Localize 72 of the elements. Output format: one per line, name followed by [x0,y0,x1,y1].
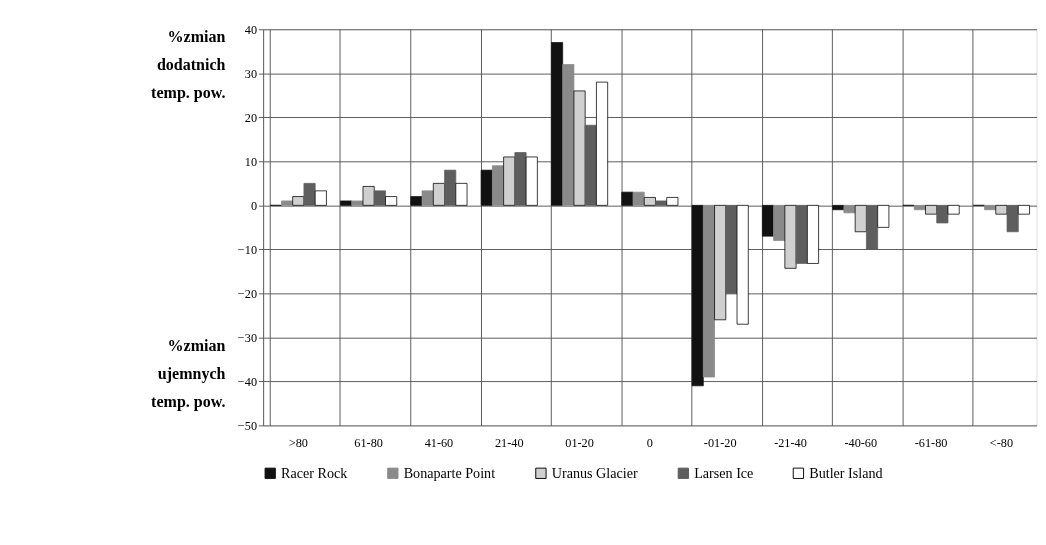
bar [854,204,867,233]
x-tick-label: 0 [646,435,653,450]
bar [340,200,353,206]
bar [795,204,808,264]
bar [525,156,538,206]
bar [773,204,786,241]
bar [995,204,1008,215]
bar [714,204,727,321]
bar [736,204,749,325]
bar [832,204,845,211]
x-tick-label: -21-40 [774,435,807,450]
x-tick-label: -01-20 [703,435,737,450]
bar [784,204,797,269]
bar [913,204,926,211]
bar [281,200,294,206]
x-tick-label: -61-80 [914,435,948,450]
x-tick-label: 41-60 [424,435,454,450]
bar [643,197,656,206]
bar [947,204,960,215]
x-tick-label: 01-20 [565,435,594,450]
bar [314,190,327,206]
bar [573,90,586,206]
legend-label: Uranus Glacier [551,465,638,482]
y-tick-label: 40 [244,22,258,37]
bar [491,165,504,206]
y-tick-label: −30 [237,330,258,345]
y-tick-label: 20 [244,110,258,125]
legend-label: Butler Island [809,465,883,482]
bar [761,204,774,237]
bar [292,196,305,206]
y-tick-label: −50 [237,418,258,433]
bar [666,197,679,206]
y-tick-label: −40 [237,374,258,389]
bar [410,196,423,206]
x-tick-label: 61-80 [354,435,383,450]
text: %zmian ujemnych temp. pow. [151,336,226,412]
y-tick-label: 10 [244,154,258,169]
bar [503,156,516,206]
x-tick-label: >80 [288,435,308,450]
bar [632,191,645,206]
x-tick-label: -40-60 [844,435,878,450]
bar [562,64,575,206]
bar [432,182,445,206]
bar [621,191,634,206]
y-tick-label: 0 [250,198,258,213]
bar [702,204,715,378]
bar [936,204,949,224]
bar [551,42,564,206]
x-tick-label: <-80 [989,435,1014,450]
legend-label: Racer Rock [281,465,349,482]
y-tick-label: −20 [237,286,258,301]
bar [806,204,819,264]
bar [843,204,856,214]
bar [877,204,890,228]
bar [984,204,997,211]
bar [1017,204,1030,215]
y-tick-label: −10 [237,242,258,257]
bar [351,200,364,206]
bar [421,190,434,206]
legend-label: Bonaparte Point [403,465,496,482]
bar [455,182,468,206]
bar [480,169,493,206]
bar [1006,204,1019,233]
bar [362,186,375,206]
text: %zmian dodatnich temp. pow. [151,27,226,103]
y-tick-label: 30 [244,66,258,81]
bar [596,81,609,206]
legend-label: Larsen Ice [694,465,754,482]
bar [385,196,398,206]
bar [691,204,704,387]
x-tick-label: 21-40 [494,435,524,450]
bar [925,204,938,215]
